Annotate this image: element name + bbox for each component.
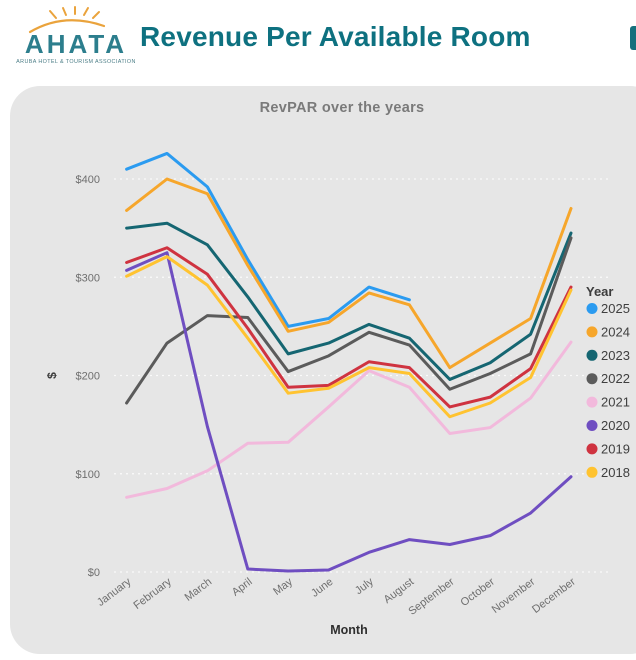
legend-item-2023[interactable]: 2023: [586, 348, 630, 363]
legend-label-2024: 2024: [601, 324, 630, 339]
legend-dot-2023: [586, 349, 598, 361]
chart-title: RevPAR over the years: [260, 100, 425, 116]
x-tick-label-may: May: [271, 576, 295, 598]
line-2019[interactable]: [125, 246, 573, 409]
line-2025[interactable]: [125, 151, 411, 328]
legend-label-2022: 2022: [601, 371, 630, 386]
legend-item-2018[interactable]: 2018: [586, 465, 630, 480]
legend-dot-2025: [586, 303, 598, 314]
legend-label-2021: 2021: [601, 395, 630, 410]
x-tick-label-june: June: [309, 576, 335, 600]
legend-dot-2022: [586, 373, 598, 385]
legend-label-2018: 2018: [601, 465, 630, 480]
y-axis-title: $: [45, 372, 59, 379]
line-2023[interactable]: [125, 221, 573, 381]
legend-label-2023: 2023: [601, 348, 630, 363]
legend-dot-2018: [586, 466, 598, 478]
logo-subtitle: ARUBA HOTEL & TOURISM ASSOCIATION: [16, 59, 136, 65]
legend-item-2022[interactable]: 2022: [586, 371, 630, 386]
legend-label-2025: 2025: [601, 301, 630, 316]
legend-dot-2020: [586, 420, 598, 431]
legend-item-2020[interactable]: 2020: [586, 418, 630, 433]
legend-label-2020: 2020: [601, 418, 630, 433]
y-tick-label: $100: [76, 469, 100, 481]
legend-title: Year: [586, 284, 613, 299]
page-title: Revenue Per Available Room: [140, 21, 531, 52]
legend-item-2024[interactable]: 2024: [586, 324, 630, 339]
line-2018[interactable]: [125, 255, 573, 419]
legend-dot-2019: [586, 443, 598, 455]
x-tick-label-september: September: [406, 576, 456, 618]
logo-sunburst-icon: [28, 6, 106, 34]
x-tick-label-december: December: [530, 576, 578, 616]
line-2024[interactable]: [125, 177, 573, 370]
x-tick-label-april: April: [230, 576, 255, 599]
y-tick-label: $400: [76, 174, 100, 186]
x-tick-label-august: August: [382, 576, 417, 606]
legend-item-2019[interactable]: 2019: [586, 441, 630, 456]
line-2021[interactable]: [125, 340, 573, 499]
x-tick-label-february: February: [131, 576, 174, 612]
header: AHATA ARUBA HOTEL & TOURISM ASSOCIATION …: [0, 0, 636, 85]
legend-item-2021[interactable]: 2021: [586, 395, 630, 410]
y-tick-label: $0: [88, 567, 100, 579]
legend-label-2019: 2019: [601, 441, 630, 456]
line-2022[interactable]: [125, 236, 573, 405]
x-tick-label-november: November: [490, 576, 538, 616]
y-tick-label: $300: [76, 272, 100, 284]
cut-off-element[interactable]: [630, 26, 636, 50]
x-tick-label-july: July: [353, 576, 376, 598]
x-tick-label-march: March: [183, 576, 215, 604]
logo-text: AHATA: [25, 29, 127, 59]
legend-dot-2024: [586, 326, 598, 338]
line-2020[interactable]: [125, 251, 573, 573]
y-tick-label: $200: [76, 371, 100, 383]
ahata-logo: AHATA ARUBA HOTEL & TOURISM ASSOCIATION: [16, 6, 136, 65]
chart-card: $0 $100 $200 $300 $400 $ January February March A…: [10, 86, 636, 654]
legend-dot-2021: [586, 396, 598, 408]
x-tick-label-january: January: [95, 576, 134, 609]
x-axis-title: Month: [330, 623, 367, 637]
legend-item-2025[interactable]: 2025: [586, 301, 630, 316]
